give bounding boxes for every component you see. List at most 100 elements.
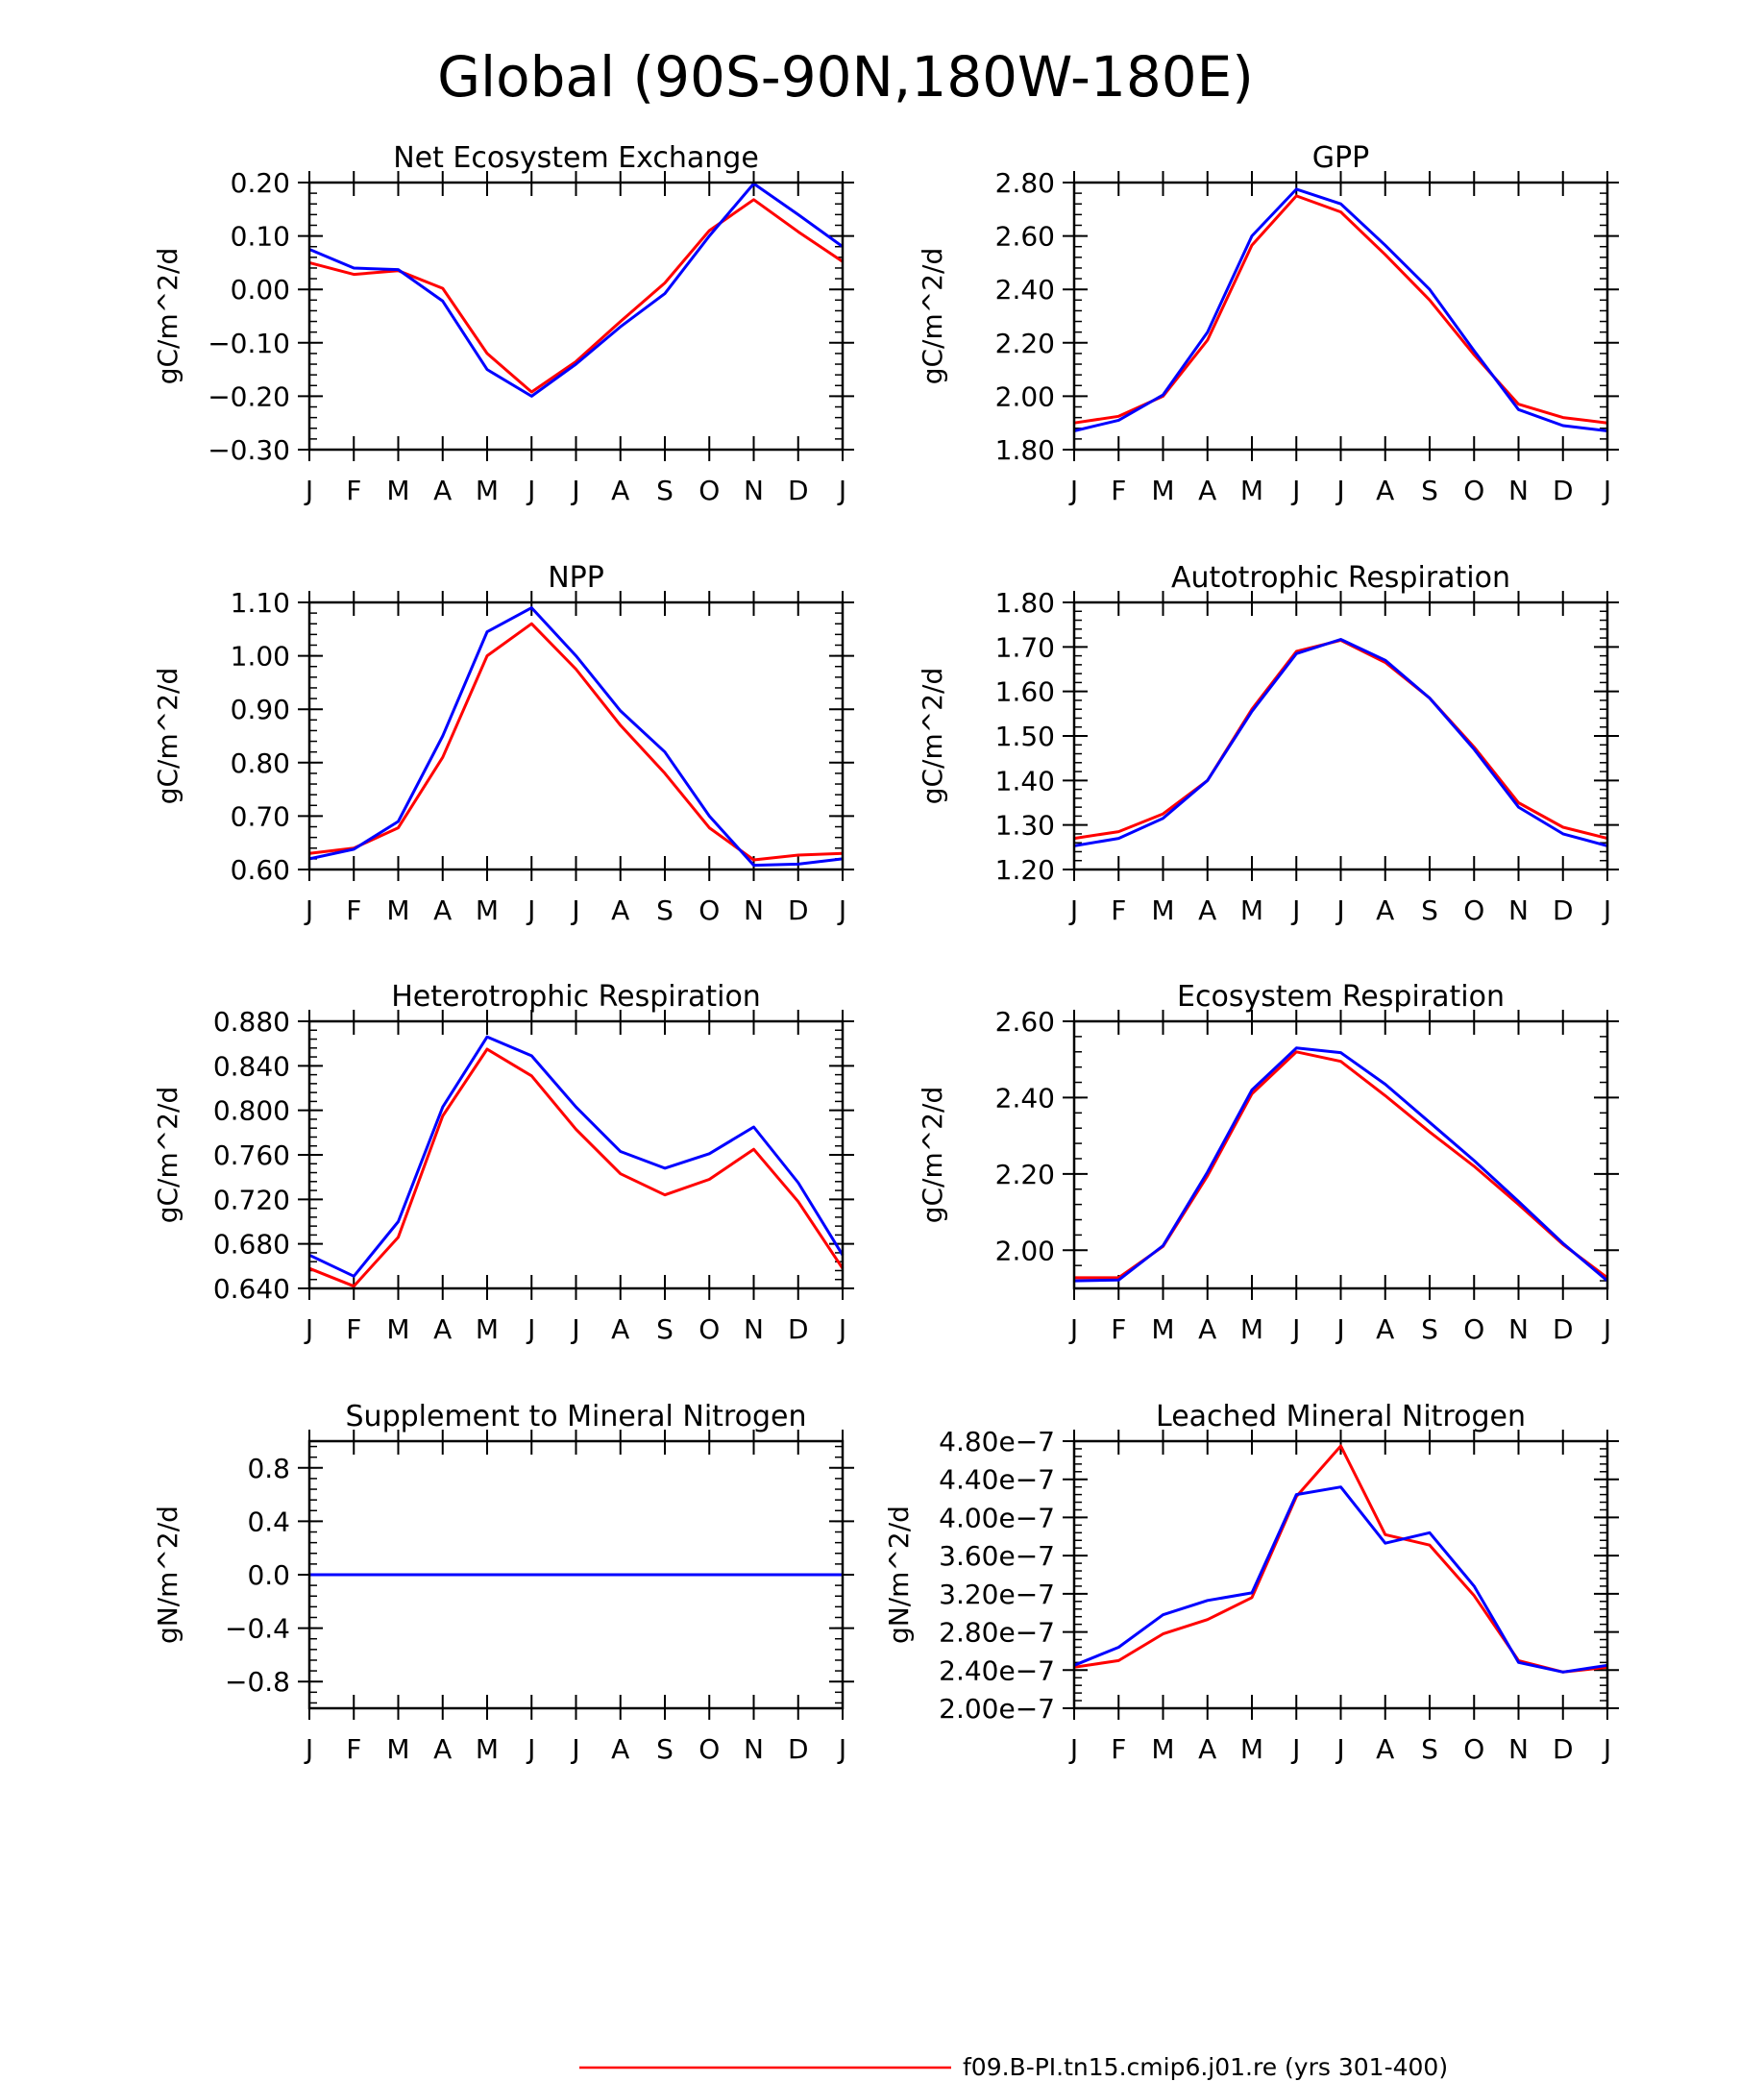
x-tick-label: A — [1198, 1733, 1216, 1765]
y-axis-label: gN/m^2/d — [883, 1506, 915, 1644]
x-tick-label: M — [386, 1733, 409, 1765]
x-tick-label: D — [1553, 475, 1574, 506]
x-tick-label: M — [386, 1313, 409, 1345]
y-tick-label: 1.10 — [231, 587, 290, 619]
y-tick-label: 2.00 — [995, 1235, 1055, 1266]
series-line-blue — [1073, 638, 1608, 847]
y-tick-label: 2.20 — [995, 1159, 1055, 1190]
y-tick-label: 2.40 — [995, 1082, 1055, 1114]
plot-frame — [307, 1019, 845, 1290]
plot-frame — [307, 600, 845, 871]
chart-panel-4: 1.201.301.401.501.601.701.80J F M A M J J A S O N D… — [917, 561, 1619, 926]
series-line-red — [308, 622, 844, 862]
y-tick-label: 2.40 — [995, 274, 1055, 306]
x-tick-label: J — [304, 475, 313, 506]
y-tick-label: 0.840 — [213, 1050, 290, 1082]
x-tick-label: J — [1068, 1313, 1078, 1345]
y-tick-label: −0.8 — [225, 1666, 290, 1698]
x-tick-label: J — [1335, 1733, 1344, 1765]
series-line-blue — [308, 1035, 845, 1278]
x-tick-label: S — [1421, 1313, 1438, 1345]
x-tick-label: J — [304, 1313, 313, 1345]
series-line-blue — [308, 182, 844, 398]
y-tick-label: 1.60 — [995, 676, 1055, 708]
x-tick-label: J — [304, 1733, 313, 1765]
y-tick-label: 0.720 — [213, 1184, 290, 1215]
y-tick-label: 2.60 — [995, 1006, 1055, 1038]
x-tick-label: J — [1290, 894, 1300, 926]
chart-title: GPP — [1312, 141, 1369, 175]
y-tick-label: 2.80e−7 — [939, 1617, 1055, 1649]
x-tick-label: O — [1463, 1313, 1484, 1345]
x-tick-label: A — [1198, 1313, 1216, 1345]
x-tick-label: S — [656, 1313, 674, 1345]
chart-title: NPP — [548, 561, 604, 595]
chart-title: Autotrophic Respiration — [1171, 561, 1510, 595]
y-tick-label: 2.60 — [995, 221, 1055, 253]
x-tick-label: A — [433, 1313, 452, 1345]
x-tick-label: J — [1068, 1733, 1078, 1765]
x-tick-label: A — [433, 1733, 452, 1765]
x-tick-label: J — [837, 475, 846, 506]
x-tick-label: D — [1553, 1313, 1574, 1345]
x-tick-label: D — [788, 475, 809, 506]
y-tick-label: 0.10 — [231, 221, 290, 253]
x-tick-label: F — [1111, 1733, 1126, 1765]
x-tick-label: D — [788, 1313, 809, 1345]
x-tick-label: F — [346, 1313, 361, 1345]
panels: −0.30−0.20−0.100.000.100.20J F M A M J J A S O N D J… — [152, 141, 1619, 1765]
x-tick-label: M — [1240, 475, 1263, 506]
x-tick-label: F — [346, 475, 361, 506]
series-line-blue — [1073, 1485, 1608, 1674]
x-tick-label: J — [1335, 894, 1344, 926]
x-tick-label: F — [346, 1733, 361, 1765]
y-tick-label: 0.4 — [247, 1506, 290, 1537]
plot-frame — [307, 181, 845, 452]
x-tick-label: O — [698, 1313, 720, 1345]
plot-frame — [307, 1439, 845, 1710]
plot-frame — [1072, 181, 1609, 452]
x-tick-label: A — [611, 1313, 629, 1345]
x-tick-label: M — [476, 894, 499, 926]
legend: f09.B-PI.tn15.cmip6.j01.re (yrs 301-400) — [579, 2053, 1448, 2081]
series-line-red — [1073, 638, 1608, 841]
x-tick-label: D — [788, 1733, 809, 1765]
x-tick-label: J — [1602, 1313, 1611, 1345]
chart-title: Net Ecosystem Exchange — [393, 141, 759, 175]
y-tick-label: 0.70 — [231, 800, 290, 832]
x-tick-label: N — [744, 475, 764, 506]
x-tick-label: D — [1553, 1733, 1574, 1765]
y-axis-label: gC/m^2/d — [152, 668, 184, 805]
x-tick-label: F — [346, 894, 361, 926]
y-tick-label: 2.00 — [995, 380, 1055, 412]
series-line-blue — [1073, 187, 1608, 432]
x-tick-label: N — [1508, 894, 1529, 926]
y-tick-label: 1.80 — [995, 587, 1055, 619]
y-tick-label: 0.680 — [213, 1229, 290, 1261]
x-tick-label: N — [1508, 1733, 1529, 1765]
x-tick-label: N — [1508, 1313, 1529, 1345]
y-tick-label: 0.640 — [213, 1273, 290, 1305]
series-line-blue — [1073, 1046, 1608, 1283]
y-tick-label: 1.80 — [995, 434, 1055, 466]
y-tick-label: 2.80 — [995, 167, 1055, 199]
chart-title: Supplement to Mineral Nitrogen — [346, 1400, 807, 1433]
x-tick-label: M — [1240, 1733, 1263, 1765]
x-tick-label: S — [1421, 894, 1438, 926]
x-tick-label: J — [1068, 475, 1078, 506]
x-tick-label: M — [1240, 1313, 1263, 1345]
y-tick-label: 0.60 — [231, 854, 290, 886]
chart-panel-3: 0.600.700.800.901.001.10J F M A M J J A S O N D JNPP… — [152, 561, 854, 926]
x-tick-label: N — [744, 894, 764, 926]
y-axis-label: gC/m^2/d — [152, 248, 184, 385]
x-tick-label: S — [1421, 475, 1438, 506]
x-tick-label: F — [1111, 894, 1126, 926]
x-tick-label: M — [476, 1733, 499, 1765]
y-tick-label: 0.20 — [231, 167, 290, 199]
y-axis-label: gN/m^2/d — [152, 1506, 184, 1644]
y-tick-label: −0.30 — [208, 434, 290, 466]
x-tick-label: M — [476, 1313, 499, 1345]
x-tick-label: J — [1290, 475, 1300, 506]
